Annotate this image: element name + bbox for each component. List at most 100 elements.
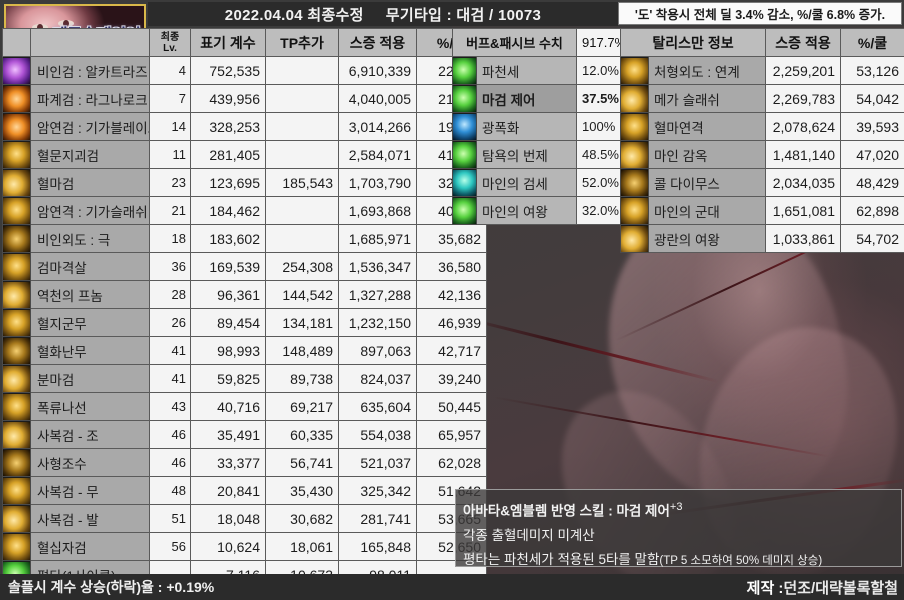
skill-icon-glyph: [3, 533, 30, 560]
skill-icon-glyph: [3, 365, 30, 392]
skill-level: 41: [149, 364, 191, 393]
skill-icon-glyph: [3, 505, 30, 532]
skill-coefficient: 10,624: [190, 532, 266, 561]
skill-table-header-row: 최종 Lv. 표기 계수 TP추가 스증 적용 %/쿨: [2, 28, 487, 57]
list-item: 마인의 여왕 32.0%: [452, 196, 622, 225]
talisman-icon-glyph: [621, 113, 648, 140]
talisman-name: 광란의 여왕: [647, 224, 767, 253]
buff-table-header-row: 버프&패시브 수치 917.7%: [451, 28, 622, 57]
talisman-percent-per-cooldown: 54,702: [840, 224, 904, 253]
talisman-col-buffed: 스증 적용: [765, 28, 842, 57]
skill-buffed-damage: 281,741: [338, 504, 417, 533]
footer-credit: 제작 : 던조/대략볼록할철: [747, 574, 898, 600]
talisman-name: 혈마연격: [647, 112, 767, 141]
talisman-icon: [620, 196, 649, 225]
skill-icon-glyph: [3, 449, 30, 476]
skill-coefficient: 184,462: [190, 196, 266, 225]
buff-icon-glyph: [453, 57, 476, 84]
notice-text: '도' 착용시 전체 딜 3.4% 감소, %/쿨 6.8% 증가.: [634, 8, 886, 22]
skill-icon-glyph: [3, 197, 30, 224]
table-row: 사형조수 46 33,377 56,741 521,037 62,028: [2, 448, 487, 477]
note-line-3-paren: (TP 5 소모하여 50% 데미지 상승): [659, 554, 823, 567]
footer-credit-value: 던조/대략볼록할철: [783, 579, 898, 597]
skill-coefficient: 169,539: [190, 252, 266, 281]
col-level-line2: Lv.: [163, 42, 177, 54]
buff-icon: [452, 140, 477, 169]
buff-icon: [452, 112, 477, 141]
skill-name: 검마격살: [30, 252, 150, 281]
skill-tp-bonus: [265, 140, 339, 169]
skill-percent-per-cooldown: 65,957: [416, 420, 487, 449]
talisman-percent-per-cooldown: 39,593: [840, 112, 904, 141]
skill-percent-per-cooldown: 39,240: [416, 364, 487, 393]
skill-icon-glyph: [3, 309, 30, 336]
talisman-icon-glyph: [621, 57, 648, 84]
skill-coefficient: 752,535: [190, 56, 266, 85]
skill-icon: [2, 252, 31, 281]
buff-name: 마검 제어: [475, 84, 578, 113]
skill-tp-bonus: 30,682: [265, 504, 339, 533]
list-item: 탐욕의 번제 48.5%: [452, 140, 622, 169]
skill-icon: [2, 112, 31, 141]
skill-buffed-damage: 1,232,150: [338, 308, 417, 337]
skill-level: 21: [149, 196, 191, 225]
talisman-percent-per-cooldown: 62,898: [840, 196, 904, 225]
talisman-col-percool: %/쿨: [840, 28, 904, 57]
skill-buffed-damage: 325,342: [338, 476, 417, 505]
buff-value: 100%: [576, 112, 622, 141]
talisman-icon-glyph: [621, 141, 648, 168]
skill-tp-bonus: 144,542: [265, 280, 339, 309]
skill-level: 48: [149, 476, 191, 505]
skill-name: 비인외도 : 극: [30, 224, 150, 253]
skill-coefficient: 59,825: [190, 364, 266, 393]
col-icon: [2, 28, 31, 57]
skill-coefficient: 98,993: [190, 336, 266, 365]
skill-icon: [2, 448, 31, 477]
skill-tp-bonus: 56,741: [265, 448, 339, 477]
skill-name: 분마검: [30, 364, 150, 393]
skill-level: 46: [149, 420, 191, 449]
talisman-buffed-damage: 2,034,035: [765, 168, 842, 197]
buff-icon-glyph: [453, 197, 476, 224]
skill-icon-glyph: [3, 113, 30, 140]
talisman-buffed-damage: 2,259,201: [765, 56, 842, 85]
skill-name: 혈십자검: [30, 532, 150, 561]
talisman-icon: [620, 140, 649, 169]
skill-buffed-damage: 554,038: [338, 420, 417, 449]
col-coefficient: 표기 계수: [190, 28, 266, 57]
skill-icon: [2, 280, 31, 309]
skill-buffed-damage: 1,327,288: [338, 280, 417, 309]
talisman-buffed-damage: 1,481,140: [765, 140, 842, 169]
note-line-2: 각종 출혈데미지 미계산: [463, 527, 595, 543]
skill-tp-bonus: [265, 196, 339, 225]
buff-header-total: 917.7%: [576, 28, 622, 57]
skill-name: 역천의 프놈: [30, 280, 150, 309]
skill-name: 암연검 : 기가블레이드: [30, 112, 150, 141]
footer-bar: 솔플시 계수 상승(하락)율 : +0.19% 제작 : 던조/대략볼록할철: [0, 574, 904, 600]
skill-percent-per-cooldown: 42,717: [416, 336, 487, 365]
skill-icon: [2, 196, 31, 225]
skill-level: 28: [149, 280, 191, 309]
skill-coefficient: 89,454: [190, 308, 266, 337]
buff-name: 마인의 여왕: [475, 196, 578, 225]
skill-buffed-damage: 521,037: [338, 448, 417, 477]
skill-icon-glyph: [3, 421, 30, 448]
skill-coefficient: 96,361: [190, 280, 266, 309]
table-row: 혈지군무 26 89,454 134,181 1,232,150 46,939: [2, 308, 487, 337]
skill-icon: [2, 392, 31, 421]
table-row: 폭류나선 43 40,716 69,217 635,604 50,445: [2, 392, 487, 421]
col-tp-bonus: TP추가: [265, 28, 339, 57]
notice-banner: '도' 착용시 전체 딜 3.4% 감소, %/쿨 6.8% 증가.: [618, 2, 902, 25]
skill-coefficient: 18,048: [190, 504, 266, 533]
skill-name: 비인검 : 알카트라즈: [30, 56, 150, 85]
talisman-percent-per-cooldown: 48,429: [840, 168, 904, 197]
skill-buffed-damage: 824,037: [338, 364, 417, 393]
skill-name: 암연격 : 기가슬래쉬: [30, 196, 150, 225]
notes-box: 아바타&엠블렘 반영 스킬 : 마검 제어+3 각종 출혈데미지 미계산 평타는…: [455, 489, 902, 567]
note-line-3: 평타는 파천세가 적용된 5타를 말함(TP 5 소모하여 50% 데미지 상승…: [463, 548, 894, 573]
skill-buffed-damage: 1,703,790: [338, 168, 417, 197]
